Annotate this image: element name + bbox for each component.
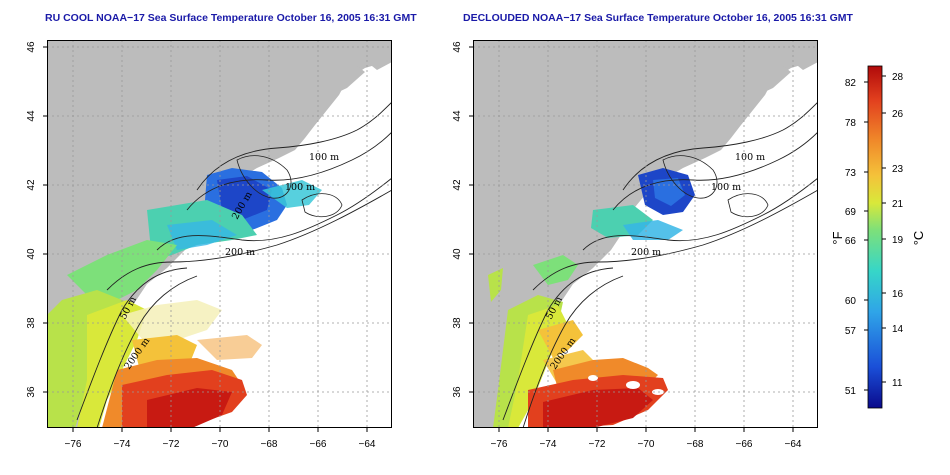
land-mass <box>473 40 818 428</box>
nova-scotia-land <box>247 62 365 148</box>
fahrenheit-tick: 78 <box>845 118 857 129</box>
x-tick-label: −66 <box>310 439 327 450</box>
fahrenheit-tick: 51 <box>845 386 857 397</box>
y-tick-label: 40 <box>26 248 37 260</box>
contour-label: 100 m <box>735 152 765 163</box>
y-tick-label: 40 <box>452 248 463 260</box>
y-tick-label: 44 <box>26 110 37 122</box>
fahrenheit-tick: 82 <box>845 78 857 89</box>
x-tick-label: −68 <box>687 439 704 450</box>
left-x-axis: −76 −74 −72 −70 −68 −66 −64 <box>65 428 376 450</box>
left-y-axis: 46 44 42 40 38 36 <box>26 41 47 398</box>
celsius-tick: 14 <box>892 324 904 335</box>
celsius-tick: 28 <box>892 72 904 83</box>
y-tick-label: 44 <box>452 110 463 122</box>
contour-label: 100 m <box>309 152 339 163</box>
celsius-tick: 16 <box>892 289 904 300</box>
x-tick-label: −68 <box>261 439 278 450</box>
x-tick-label: −74 <box>540 439 557 450</box>
nova-scotia-land <box>673 62 791 148</box>
celsius-tick: 19 <box>892 235 904 246</box>
celsius-tick: 21 <box>892 199 904 210</box>
x-tick-label: −64 <box>359 439 376 450</box>
y-tick-label: 42 <box>26 179 37 191</box>
ru-cool-sst-map: 100 m 100 m 200 m 200 m 50 m 2000 m <box>47 40 392 428</box>
fahrenheit-tick: 66 <box>845 236 857 247</box>
left-panel-title: RU COOL NOAA−17 Sea Surface Temperature … <box>45 12 417 24</box>
y-tick-label: 42 <box>452 179 463 191</box>
y-tick-label: 46 <box>26 41 37 53</box>
right-x-axis: −76 −74 −72 −70 −68 −66 −64 <box>491 428 802 450</box>
celsius-tick: 26 <box>892 109 904 120</box>
right-panel-title: DECLOUDED NOAA−17 Sea Surface Temperatur… <box>463 12 853 24</box>
colorbar-gradient <box>867 65 883 409</box>
x-tick-label: −76 <box>491 439 508 450</box>
x-tick-label: −74 <box>114 439 131 450</box>
x-tick-label: −70 <box>638 439 655 450</box>
y-tick-label: 46 <box>452 41 463 53</box>
x-tick-label: −66 <box>736 439 753 450</box>
temperature-colorbar: 82 78 73 69 66 60 57 51 28 26 23 21 19 1… <box>830 65 926 409</box>
x-tick-label: −70 <box>212 439 229 450</box>
x-tick-label: −72 <box>163 439 180 450</box>
fahrenheit-tick: 57 <box>845 326 857 337</box>
y-tick-label: 36 <box>26 386 37 398</box>
contour-label: 100 m <box>285 182 315 193</box>
y-tick-label: 38 <box>26 317 37 329</box>
right-y-axis: 46 44 42 40 38 36 <box>452 41 473 398</box>
x-tick-label: −72 <box>589 439 606 450</box>
y-tick-label: 36 <box>452 386 463 398</box>
fahrenheit-tick: 69 <box>845 207 857 218</box>
y-tick-label: 38 <box>452 317 463 329</box>
fahrenheit-unit-label: °F <box>830 231 845 244</box>
contour-label: 100 m <box>711 182 741 193</box>
x-tick-label: −76 <box>65 439 82 450</box>
fahrenheit-tick: 60 <box>845 296 857 307</box>
contour-label: 200 m <box>631 247 661 258</box>
fahrenheit-tick: 73 <box>845 168 857 179</box>
celsius-unit-label: °C <box>911 231 926 246</box>
celsius-tick: 23 <box>892 164 904 175</box>
contour-label: 200 m <box>225 247 255 258</box>
x-tick-label: −64 <box>785 439 802 450</box>
land-mass <box>47 40 392 428</box>
declouded-sst-map: 100 m 100 m 200 m 50 m 2000 m <box>473 40 818 428</box>
celsius-tick: 11 <box>892 378 903 389</box>
